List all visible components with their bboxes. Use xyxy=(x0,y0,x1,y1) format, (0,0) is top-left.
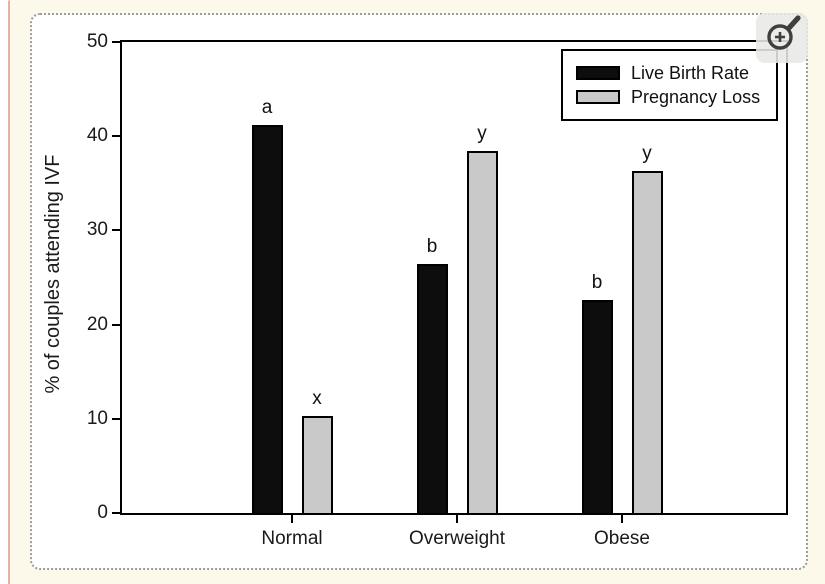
significance-letter: b xyxy=(591,272,603,293)
category-label: Obese xyxy=(594,528,650,549)
y-axis-title: % of couples attending IVF xyxy=(42,154,64,394)
y-axis-tick xyxy=(112,135,120,138)
legend-label: Live Birth Rate xyxy=(631,62,750,83)
panel-left-border xyxy=(8,0,10,584)
magnifier-icon xyxy=(756,15,808,66)
legend-item: Pregnancy Loss xyxy=(576,85,776,109)
bar-pregnancy-loss xyxy=(467,151,498,515)
y-tick-label: 0 xyxy=(97,502,108,523)
bar-live-birth-rate xyxy=(582,300,613,515)
legend-label: Pregnancy Loss xyxy=(631,86,761,107)
significance-letter: y xyxy=(642,143,652,164)
category-label: Normal xyxy=(261,528,323,549)
significance-letter: a xyxy=(261,97,273,118)
bar-live-birth-rate xyxy=(252,125,283,515)
y-axis-tick xyxy=(112,417,120,420)
legend-item: Live Birth Rate xyxy=(576,61,776,85)
x-axis-tick xyxy=(456,515,458,523)
y-axis-tick xyxy=(112,229,120,232)
legend-swatch xyxy=(576,90,620,104)
bar-live-birth-rate xyxy=(417,264,448,515)
bar-pregnancy-loss xyxy=(302,416,333,515)
legend: Live Birth Rate Pregnancy Loss xyxy=(561,49,778,121)
y-tick-label: 20 xyxy=(86,313,108,335)
x-axis-tick xyxy=(291,515,293,523)
y-axis-tick xyxy=(112,323,120,326)
y-axis-tick xyxy=(112,41,120,43)
bar-pregnancy-loss xyxy=(632,171,663,515)
y-axis-tick xyxy=(112,512,120,514)
y-tick-label: 10 xyxy=(86,407,108,429)
zoom-in-button[interactable] xyxy=(756,13,808,63)
significance-letter: x xyxy=(312,388,322,409)
significance-letter: y xyxy=(477,123,487,144)
y-tick-label: 30 xyxy=(86,219,108,241)
legend-swatch xyxy=(576,66,620,80)
category-label: Overweight xyxy=(408,528,506,549)
x-axis-tick xyxy=(621,515,623,523)
y-tick-label: 40 xyxy=(86,125,108,147)
significance-letter: b xyxy=(426,236,438,257)
legend-rows: Live Birth Rate Pregnancy Loss xyxy=(576,61,776,109)
y-tick-label: 50 xyxy=(86,31,108,52)
